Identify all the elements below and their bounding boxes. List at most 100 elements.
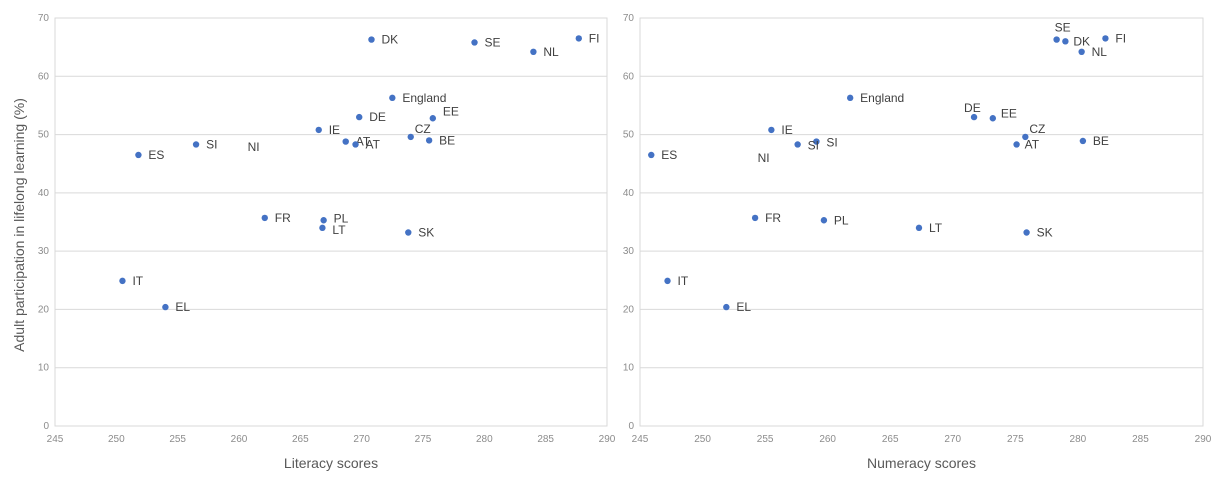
data-label: AT bbox=[366, 137, 381, 151]
data-point bbox=[405, 229, 412, 236]
data-label: IT bbox=[678, 274, 689, 288]
x-tick-label: 250 bbox=[108, 434, 125, 445]
data-label: NL bbox=[1092, 45, 1108, 59]
data-label: CZ bbox=[1029, 122, 1045, 136]
x-tick-label: 275 bbox=[1007, 434, 1024, 445]
y-tick-label: 50 bbox=[38, 130, 50, 141]
x-tick-label: 255 bbox=[757, 434, 774, 445]
data-label: PL bbox=[834, 213, 849, 227]
data-label: FR bbox=[275, 211, 291, 225]
data-point bbox=[319, 224, 326, 232]
x-tick-label: 280 bbox=[476, 434, 493, 445]
data-point bbox=[1053, 36, 1060, 43]
x-tick-label: 260 bbox=[231, 434, 248, 445]
data-label: ES bbox=[148, 148, 164, 162]
data-point bbox=[575, 35, 582, 42]
data-point bbox=[915, 224, 923, 232]
data-label: FI bbox=[589, 31, 600, 45]
x-tick-label: 285 bbox=[1132, 434, 1149, 445]
data-label: EE bbox=[443, 104, 459, 118]
y-tick-label: 10 bbox=[38, 363, 50, 374]
data-point bbox=[530, 48, 537, 56]
x-tick-label: 250 bbox=[694, 434, 711, 445]
y-tick-label: 40 bbox=[38, 188, 50, 199]
data-label: SI bbox=[808, 138, 819, 152]
x-axis-title: Numeracy scores bbox=[867, 455, 976, 471]
data-label: CZ bbox=[415, 122, 431, 136]
data-label: England bbox=[402, 91, 446, 105]
data-label: SK bbox=[418, 225, 434, 239]
data-label: IT bbox=[132, 274, 143, 288]
y-tick-label: 70 bbox=[38, 13, 50, 24]
x-tick-label: 245 bbox=[632, 434, 649, 445]
y-tick-label: 20 bbox=[623, 304, 635, 315]
data-label: BE bbox=[1093, 134, 1109, 148]
data-point bbox=[664, 277, 671, 285]
data-point bbox=[389, 94, 396, 102]
y-axis-title: Adult participation in lifelong learning… bbox=[11, 98, 27, 352]
data-point bbox=[1078, 48, 1085, 56]
data-point bbox=[192, 141, 200, 148]
data-point bbox=[794, 141, 801, 148]
data-point bbox=[1022, 133, 1029, 141]
data-point bbox=[1102, 35, 1109, 42]
data-label: LT bbox=[929, 221, 943, 235]
data-label: England bbox=[860, 91, 904, 105]
data-point bbox=[1023, 229, 1030, 236]
x-tick-label: 255 bbox=[169, 434, 186, 445]
data-point bbox=[471, 39, 478, 46]
x-tick-label: 265 bbox=[292, 434, 309, 445]
data-label: PL bbox=[334, 211, 349, 225]
data-label: EL bbox=[736, 300, 751, 314]
data-label: FI bbox=[1115, 31, 1126, 45]
data-point bbox=[846, 94, 854, 102]
plot-frame bbox=[639, 17, 1204, 427]
data-point bbox=[1079, 137, 1087, 145]
data-point bbox=[751, 214, 759, 222]
annotation-label: NI bbox=[248, 140, 260, 154]
data-label: EL bbox=[175, 300, 190, 314]
y-tick-label: 70 bbox=[623, 13, 635, 24]
y-tick-label: 0 bbox=[43, 421, 49, 432]
x-tick-label: 275 bbox=[415, 434, 432, 445]
data-point bbox=[162, 303, 169, 311]
data-label: SE bbox=[485, 35, 501, 49]
data-label: SI bbox=[826, 136, 837, 150]
data-point bbox=[135, 151, 142, 159]
y-tick-label: 20 bbox=[38, 304, 50, 315]
data-point bbox=[342, 138, 349, 145]
data-label: AT bbox=[1025, 137, 1040, 151]
data-point bbox=[970, 113, 978, 121]
x-tick-label: 265 bbox=[882, 434, 899, 445]
data-label: DK bbox=[1073, 34, 1090, 48]
data-point bbox=[813, 138, 820, 145]
data-point bbox=[1062, 38, 1069, 45]
data-label: SK bbox=[1037, 225, 1053, 239]
y-tick-label: 30 bbox=[623, 246, 635, 257]
data-point bbox=[648, 151, 655, 159]
x-tick-label: 290 bbox=[1195, 434, 1212, 445]
data-label: NL bbox=[543, 45, 559, 59]
data-point bbox=[429, 115, 437, 122]
data-point bbox=[989, 115, 997, 122]
x-tick-label: 280 bbox=[1070, 434, 1087, 445]
x-tick-label: 270 bbox=[353, 434, 370, 445]
data-point bbox=[119, 277, 126, 285]
data-label: EE bbox=[1001, 106, 1017, 120]
literacy-chart: 0 10 20 30 40 50 60 70 245 250 255 260 265 270 275 280 2… bbox=[38, 13, 616, 471]
numeracy-chart: 0 10 20 30 40 50 60 70 245 250 255 260 265 270 275 280 2… bbox=[623, 13, 1212, 471]
data-label: IE bbox=[781, 123, 792, 137]
data-label: SE bbox=[1055, 21, 1071, 35]
data-label: DE bbox=[369, 110, 386, 124]
x-tick-label: 285 bbox=[537, 434, 554, 445]
x-tick-label: 260 bbox=[819, 434, 836, 445]
y-tick-label: 50 bbox=[623, 130, 635, 141]
y-tick-label: 60 bbox=[623, 71, 635, 82]
data-point bbox=[315, 126, 322, 134]
data-point bbox=[320, 217, 327, 224]
data-label: SI bbox=[206, 137, 217, 151]
y-tick-label: 60 bbox=[38, 71, 50, 82]
data-label: FR bbox=[765, 211, 781, 225]
data-point bbox=[1013, 141, 1020, 148]
